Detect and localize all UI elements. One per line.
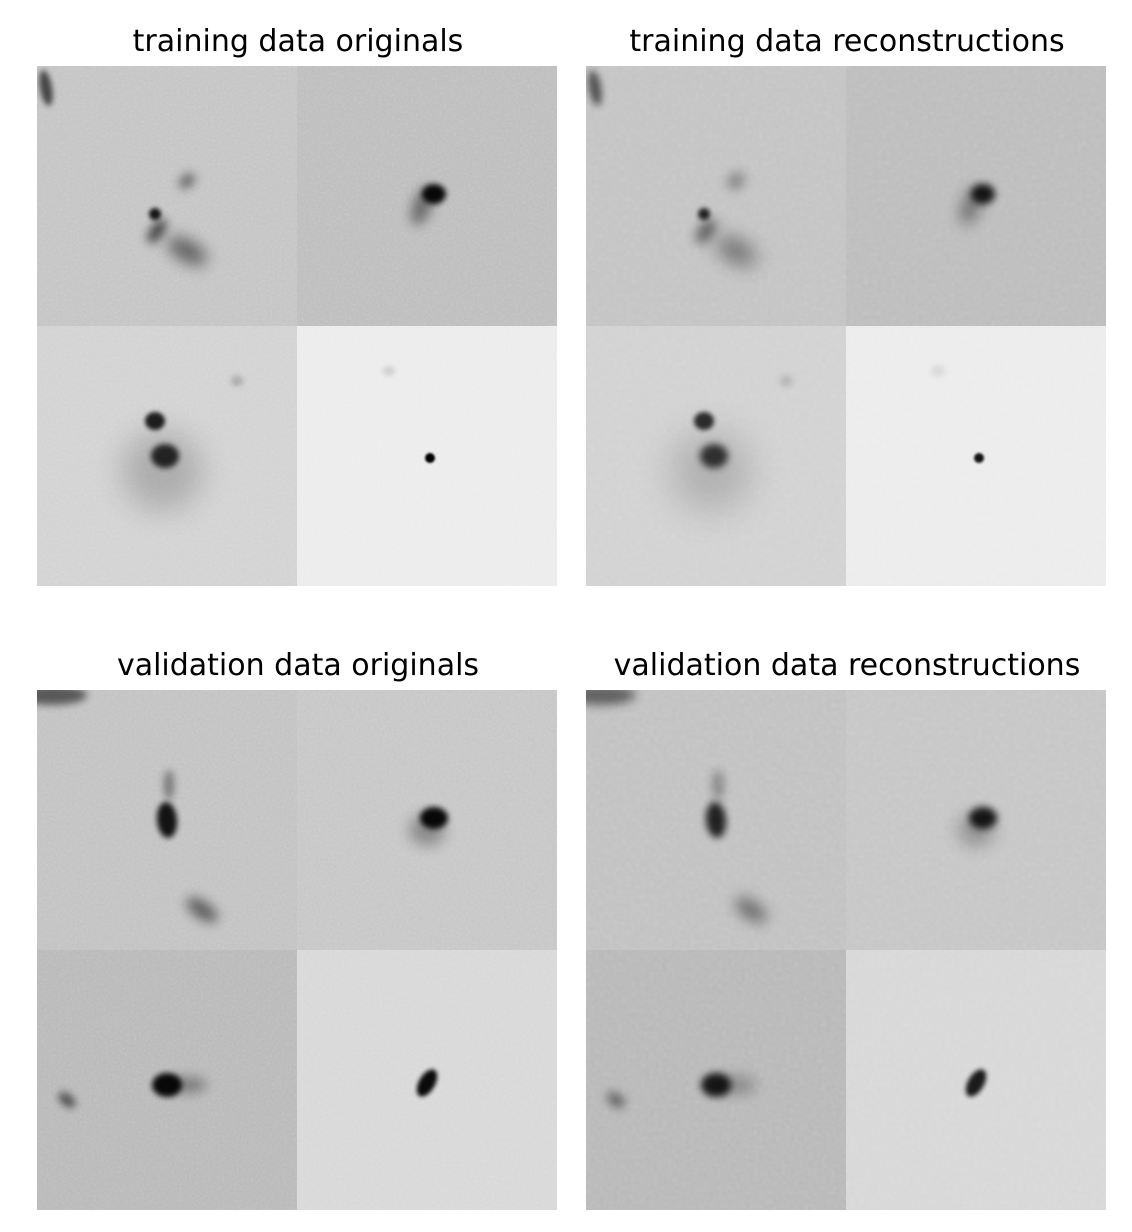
galaxy-image: [37, 66, 297, 326]
galaxy-blob: [965, 1069, 987, 1097]
galaxy-blob: [735, 897, 767, 923]
galaxy-image: [586, 950, 846, 1210]
panel-title: validation data originals: [116, 648, 480, 683]
panel-title: validation data reconstructions: [613, 648, 1081, 683]
galaxy-image: [586, 66, 846, 326]
galaxy-blob: [416, 1069, 438, 1097]
panel-title: training data originals: [132, 24, 464, 59]
galaxy-blob: [696, 219, 716, 243]
galaxy-blob: [586, 690, 636, 705]
galaxy-blob: [958, 814, 994, 846]
galaxy-blob: [147, 219, 167, 243]
image-grid: [586, 690, 1106, 1210]
galaxy-blob: [231, 376, 243, 386]
galaxy-image: [846, 690, 1106, 950]
galaxy-blob: [411, 186, 433, 226]
galaxy-blob: [713, 770, 723, 800]
galaxy-blob: [694, 412, 714, 430]
galaxy-blob: [186, 897, 218, 923]
galaxy-blob: [383, 367, 395, 375]
galaxy-blob: [705, 802, 727, 838]
galaxy-image: [586, 690, 846, 950]
galaxy-blob: [716, 1077, 756, 1093]
image-grid: [586, 66, 1106, 586]
galaxy-blob: [149, 208, 161, 220]
galaxy-image: [37, 326, 297, 586]
galaxy-blob: [588, 70, 602, 106]
galaxy-blob: [607, 1092, 625, 1108]
galaxy-blob: [698, 208, 710, 220]
galaxy-image: [846, 326, 1106, 586]
galaxy-image: [586, 326, 846, 586]
galaxy-blob: [780, 376, 792, 386]
galaxy-blob: [716, 237, 756, 265]
panel-title: training data reconstructions: [629, 24, 1065, 59]
galaxy-blob: [425, 453, 435, 463]
galaxy-blob: [167, 1077, 207, 1093]
galaxy-blob: [932, 367, 944, 375]
image-noise: [37, 66, 297, 326]
image-noise: [586, 66, 846, 326]
galaxy-blob: [156, 802, 178, 838]
galaxy-blob: [39, 70, 53, 106]
galaxy-blob: [671, 431, 751, 511]
galaxy-image: [37, 690, 297, 950]
galaxy-blob: [728, 173, 744, 189]
galaxy-blob: [145, 412, 165, 430]
galaxy-blob: [960, 186, 982, 226]
galaxy-blob: [409, 814, 445, 846]
galaxy-image: [37, 950, 297, 1210]
galaxy-blob: [167, 237, 207, 265]
galaxy-blob: [122, 431, 202, 511]
galaxy-blob: [179, 173, 195, 189]
galaxy-blob: [974, 453, 984, 463]
galaxy-image: [297, 326, 557, 586]
galaxy-blob: [58, 1092, 76, 1108]
galaxy-image: [297, 950, 557, 1210]
galaxy-image: [846, 950, 1106, 1210]
galaxy-image: [846, 66, 1106, 326]
image-grid: [37, 66, 557, 586]
galaxy-blob: [37, 690, 87, 705]
galaxy-image: [297, 66, 557, 326]
galaxy-image: [297, 690, 557, 950]
image-grid: [37, 690, 557, 1210]
galaxy-blob: [164, 770, 174, 800]
